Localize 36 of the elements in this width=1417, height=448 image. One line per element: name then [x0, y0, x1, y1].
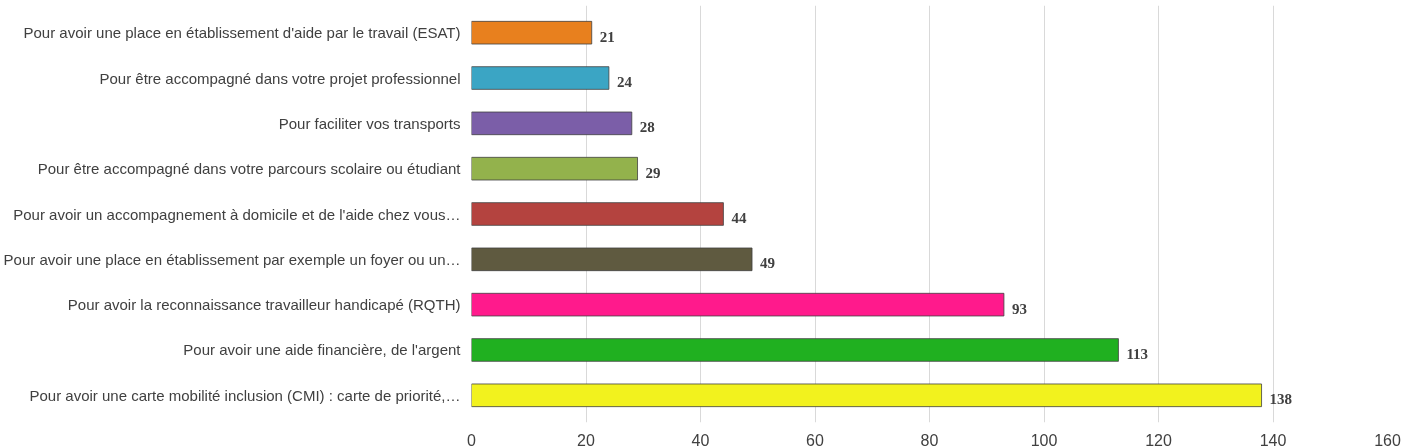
data-label: 28: [639, 119, 655, 136]
y-tick-label: Pour avoir une carte mobilité inclusion (CMI) : carte de priorité,…: [29, 386, 461, 404]
data-label: 29: [645, 164, 661, 181]
y-tick-label: Pour avoir une aide financière, de l'argent: [183, 341, 462, 359]
y-tick-label: Pour avoir la reconnaissance travailleur handicapé (RQTH): [67, 296, 461, 314]
bar: [471, 156, 638, 181]
data-label: 49: [760, 255, 776, 272]
data-label: 24: [616, 74, 633, 91]
bar: [471, 20, 593, 45]
x-tick-label: 0: [467, 431, 477, 448]
bar: [471, 383, 1262, 408]
y-tick-label: Pour avoir une place en établissement par exemple un foyer ou un…: [3, 250, 461, 268]
bar: [471, 247, 753, 272]
bar: [471, 338, 1119, 362]
data-label: 21: [599, 28, 615, 45]
x-tick-label: 20: [577, 431, 595, 448]
x-tick-label: 40: [691, 431, 710, 448]
bar: [471, 292, 1005, 317]
data-label: 113: [1126, 345, 1149, 362]
y-tick-label: Pour avoir une place en établissement d'aide par le travail (ESAT): [23, 24, 461, 42]
x-tick-label: 80: [920, 431, 939, 448]
data-label: 44: [731, 210, 747, 226]
x-tick-label: 100: [1030, 431, 1058, 448]
x-tick-label: 120: [1145, 431, 1172, 448]
y-tick-label: Pour avoir un accompagnement à domicile et de l'aide chez vous…: [13, 205, 461, 223]
y-tick-label: Pour faciliter vos transports: [278, 114, 461, 132]
x-tick-label: 160: [1374, 431, 1401, 448]
bar: [471, 111, 633, 136]
bar: [471, 66, 610, 90]
data-label: 138: [1269, 391, 1293, 408]
data-label: 93: [1011, 300, 1027, 317]
x-tick-label: 60: [806, 431, 824, 448]
bar: [471, 202, 724, 226]
x-tick-label: 140: [1259, 431, 1287, 448]
y-tick-label: Pour être accompagné dans votre projet professionnel: [99, 69, 461, 87]
y-tick-label: Pour être accompagné dans votre parcours scolaire ou étudiant: [37, 160, 462, 178]
